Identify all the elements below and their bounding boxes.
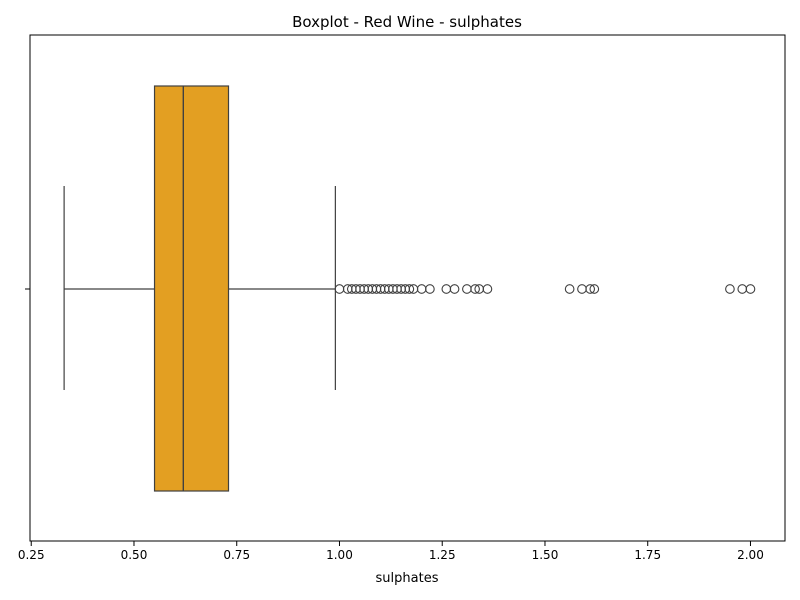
x-tick-label: 1.25 <box>429 548 456 562</box>
x-tick-label: 1.00 <box>326 548 353 562</box>
x-axis-label: sulphates <box>376 571 439 586</box>
x-tick-label: 0.50 <box>121 548 148 562</box>
x-tick-label: 1.50 <box>532 548 559 562</box>
outlier-point <box>334 284 345 294</box>
x-tick-label: 0.25 <box>18 548 45 562</box>
plot-area <box>29 34 786 542</box>
outlier-point <box>482 284 493 294</box>
outlier-point <box>745 284 756 294</box>
outlier-point <box>470 284 480 294</box>
chart-marks <box>63 85 756 492</box>
x-axis: 0.25 0.50 0.75 1.00 1.25 1.50 1.75 2.00 <box>18 541 764 562</box>
outlier-point <box>449 284 460 294</box>
outlier-point <box>462 284 472 294</box>
chart-title: Boxplot - Red Wine - sulphates <box>292 13 522 31</box>
iqr-box <box>153 85 230 492</box>
x-tick-label: 2.00 <box>737 548 764 562</box>
outlier-point <box>441 284 452 294</box>
outlier-point <box>425 284 435 294</box>
outlier-point <box>577 284 587 294</box>
outlier-point <box>585 284 596 294</box>
outlier-point <box>725 284 735 294</box>
x-tick-label: 0.75 <box>223 548 250 562</box>
outlier-point <box>737 284 748 294</box>
outlier-point <box>589 284 600 294</box>
outlier-point <box>416 284 427 294</box>
outlier-point <box>404 284 415 294</box>
outlier-point <box>564 284 575 294</box>
x-tick-label: 1.75 <box>634 548 661 562</box>
